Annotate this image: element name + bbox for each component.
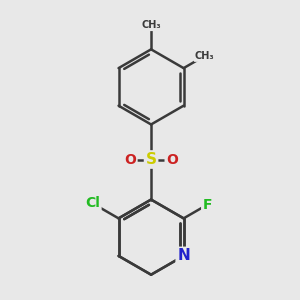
Text: Cl: Cl [85,196,100,210]
Text: N: N [177,248,190,263]
Text: CH₃: CH₃ [141,20,161,30]
Text: O: O [124,152,136,167]
Text: F: F [203,198,212,212]
Text: O: O [166,152,178,167]
Text: CH₃: CH₃ [195,51,214,61]
Text: S: S [146,152,157,167]
